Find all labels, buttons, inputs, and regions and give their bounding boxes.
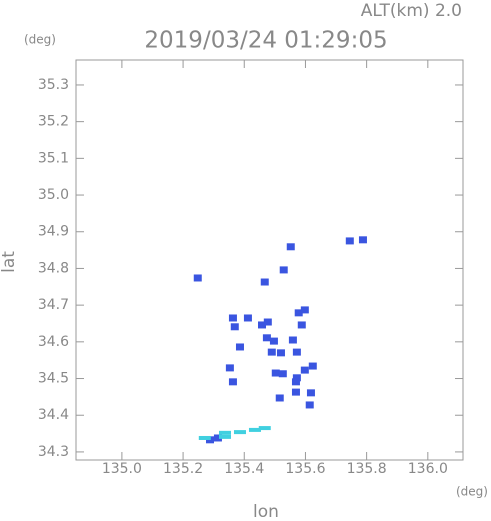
echo-cell [228, 378, 237, 386]
echo-cell [198, 435, 211, 440]
y-tick-label: 34.9 [38, 224, 69, 240]
x-tick-label: 135.6 [285, 461, 325, 477]
echo-cell [297, 321, 306, 329]
echo-cell [306, 389, 315, 397]
echo-cell [248, 427, 261, 432]
echo-cell [233, 430, 246, 435]
y-tick-label: 34.4 [38, 407, 69, 423]
echo-cell [278, 370, 287, 378]
echo-cell [288, 336, 297, 344]
echo-cell [305, 401, 314, 409]
echo-cell [308, 362, 317, 370]
echo-cell [228, 314, 237, 322]
echo-cell [267, 348, 276, 356]
echo-cell [294, 309, 303, 317]
y-unit: (deg) [24, 33, 56, 47]
echo-cell [292, 374, 301, 382]
echo-cell [243, 314, 252, 322]
y-axis-title: lat [0, 251, 19, 273]
echo-cell [269, 337, 278, 345]
y-tick-label: 34.8 [38, 260, 69, 276]
echo-cell [262, 334, 271, 342]
echo-cell [271, 369, 280, 377]
echo-cell [358, 236, 367, 244]
plot-frame [75, 59, 464, 461]
y-tick-label: 35.0 [38, 187, 69, 203]
x-tick-label: 136.0 [408, 461, 448, 477]
y-tick-label: 35.1 [38, 150, 69, 166]
x-tick-label: 135.0 [102, 461, 142, 477]
echo-cell [218, 434, 231, 439]
echo-cell [291, 378, 300, 386]
x-tick-label: 135.8 [347, 461, 387, 477]
echo-cell [258, 426, 271, 431]
altitude-label: ALT(km) 2.0 [361, 1, 462, 21]
y-tick-label: 34.6 [38, 334, 69, 350]
y-tick-label: 34.3 [38, 444, 69, 460]
echo-cell [260, 278, 269, 286]
x-axis-title: lon [253, 502, 279, 521]
echo-cell [193, 274, 202, 282]
echo-cell [235, 343, 244, 351]
echo-cell [263, 318, 272, 326]
echo-cell [218, 430, 231, 435]
echo-cell [292, 348, 301, 356]
y-tick-label: 35.2 [38, 114, 69, 130]
x-tick-label: 135.4 [224, 461, 264, 477]
echo-cell [300, 306, 309, 314]
echo-cell [225, 364, 234, 372]
echo-cell [276, 349, 285, 357]
x-tick-label: 135.2 [163, 461, 203, 477]
echo-cell [286, 243, 295, 251]
echo-cell [230, 323, 239, 331]
echo-cell [213, 434, 222, 442]
echo-cell [345, 237, 354, 245]
echo-cell [258, 321, 267, 329]
y-tick-label: 34.5 [38, 371, 69, 387]
y-tick-label: 35.3 [38, 77, 69, 93]
echo-cell [300, 366, 309, 374]
x-unit: (deg) [456, 485, 488, 499]
chart-title: 2019/03/24 01:29:05 [144, 28, 387, 54]
y-tick-label: 34.7 [38, 297, 69, 313]
echo-cell [275, 394, 284, 402]
echo-cell [291, 388, 300, 396]
echo-cell [279, 266, 288, 274]
